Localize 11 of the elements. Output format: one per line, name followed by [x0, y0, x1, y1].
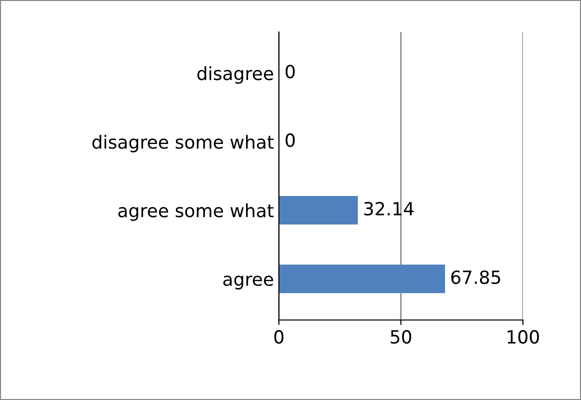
y-tick-label: agree [223, 276, 274, 290]
x-tick-label: 0 [274, 330, 284, 344]
x-tick-label: 100 [508, 330, 539, 344]
data-label: 67.85 [451, 270, 500, 284]
data-label: 0 [286, 133, 295, 147]
y-tick-label: disagree [197, 66, 274, 84]
data-label: 0 [286, 64, 295, 78]
x-tick-label: 50 [390, 330, 412, 344]
data-label: 32.14 [364, 202, 414, 216]
y-tick-label: disagree some what [92, 134, 274, 152]
y-tick-label: agree some what [118, 203, 274, 221]
